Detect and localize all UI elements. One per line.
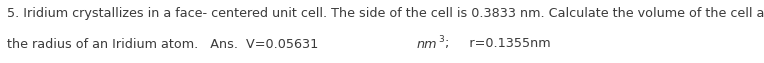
Text: ;     r=0.1355nm: ; r=0.1355nm: [441, 37, 551, 51]
Text: 5. Iridium crystallizes in a face- centered unit cell. The side of the cell is 0: 5. Iridium crystallizes in a face- cente…: [7, 7, 764, 20]
Text: nm: nm: [416, 37, 437, 51]
Text: the radius of an Iridium atom.   Ans.  V=0.05631: the radius of an Iridium atom. Ans. V=0.…: [7, 37, 322, 51]
Text: 3: 3: [439, 35, 445, 44]
